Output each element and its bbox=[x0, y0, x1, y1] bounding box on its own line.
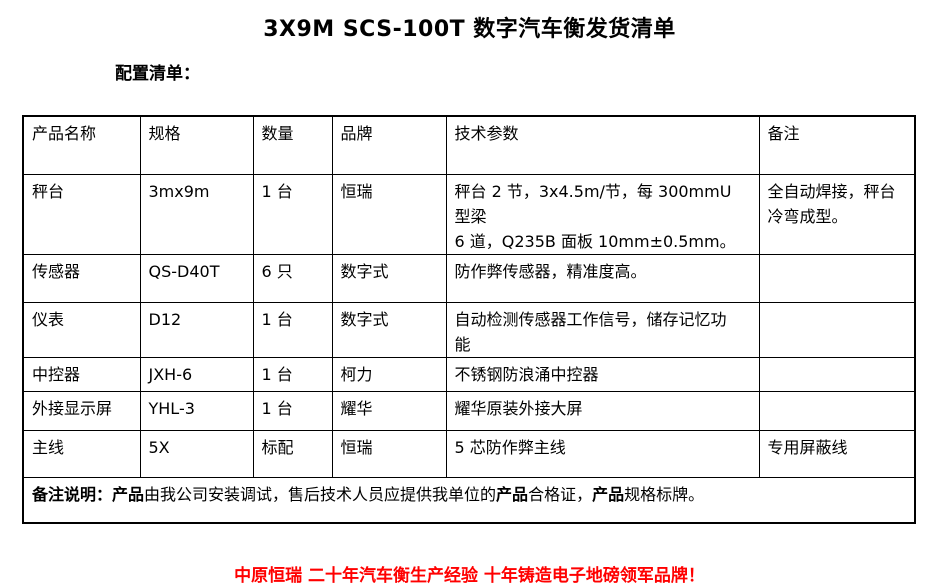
cell-qty: 1 台 bbox=[252, 301, 333, 358]
remark-text-3: 规格标牌。 bbox=[624, 484, 705, 504]
cell-note bbox=[758, 356, 916, 392]
cell-params: 秤台 2 节，3x4.5m/节，每 300mmU 型梁 6 道，Q235B 面板… bbox=[445, 173, 760, 255]
table-row-external-display: 外接显示屏 YHL-3 1 台 耀华 耀华原装外接大屏 bbox=[22, 390, 916, 431]
table-header-row: 产品名称 规格 数量 品牌 技术参数 备注 bbox=[22, 115, 916, 175]
document-page: 3X9M SCS-100T 数字汽车衡发货清单 配置清单： 产品名称 规格 数量… bbox=[0, 11, 939, 586]
cell-brand: 恒瑞 bbox=[331, 173, 447, 255]
cell-params: 不锈钢防浪涌中控器 bbox=[445, 356, 760, 392]
cell-product-name: 主线 bbox=[22, 429, 141, 478]
table-row-weighbridge: 秤台 3mx9m 1 台 恒瑞 秤台 2 节，3x4.5m/节，每 300mmU… bbox=[22, 173, 916, 255]
remark-label: 备注说明： bbox=[32, 484, 113, 504]
cell-qty: 1 台 bbox=[252, 173, 333, 255]
cell-qty: 1 台 bbox=[252, 390, 333, 431]
col-header-note: 备注 bbox=[758, 115, 916, 175]
cell-note: 专用屏蔽线 bbox=[758, 429, 916, 478]
table-row-indicator: 仪表 D12 1 台 数字式 自动检测传感器工作信号，储存记忆功 能 bbox=[22, 301, 916, 358]
cell-spec: D12 bbox=[139, 301, 254, 358]
cell-product-name: 秤台 bbox=[22, 173, 141, 255]
cell-brand: 耀华 bbox=[331, 390, 447, 431]
footer-slogan: 中原恒瑞 二十年汽车衡生产经验 十年铸造电子地磅领军品牌！ bbox=[234, 566, 705, 586]
cell-params: 防作弊传感器，精准度高。 bbox=[445, 253, 760, 303]
cell-spec: 5X bbox=[139, 429, 254, 478]
col-header-params: 技术参数 bbox=[445, 115, 760, 175]
remark-text-1: 由我公司安装调试，售后技术人员应提供我单位的 bbox=[144, 484, 497, 504]
cell-spec: 3mx9m bbox=[139, 173, 254, 255]
cell-params: 5 芯防作弊主线 bbox=[445, 429, 760, 478]
col-header-qty: 数量 bbox=[252, 115, 333, 175]
table-row-junction-controller: 中控器 JXH-6 1 台 柯力 不锈钢防浪涌中控器 bbox=[22, 356, 916, 392]
cell-note bbox=[758, 253, 916, 303]
col-header-product-name: 产品名称 bbox=[22, 115, 141, 175]
cell-product-name: 传感器 bbox=[22, 253, 141, 303]
table-row-remark: 备注说明：产品由我公司安装调试，售后技术人员应提供我单位的产品合格证，产品规格标… bbox=[22, 476, 916, 524]
config-list-label: 配置清单： bbox=[115, 64, 200, 84]
remark-cell: 备注说明：产品由我公司安装调试，售后技术人员应提供我单位的产品合格证，产品规格标… bbox=[22, 476, 916, 524]
cell-brand: 数字式 bbox=[331, 253, 447, 303]
table-row-sensor: 传感器 QS-D40T 6 只 数字式 防作弊传感器，精准度高。 bbox=[22, 253, 916, 303]
remark-bold-2: 产品 bbox=[496, 484, 529, 504]
cell-product-name: 中控器 bbox=[22, 356, 141, 392]
cell-qty: 1 台 bbox=[252, 356, 333, 392]
page-title: 3X9M SCS-100T 数字汽车衡发货清单 bbox=[263, 17, 676, 42]
remark-text-2: 合格证， bbox=[528, 484, 593, 504]
cell-brand: 恒瑞 bbox=[331, 429, 447, 478]
cell-brand: 数字式 bbox=[331, 301, 447, 358]
cell-note: 全自动焊接，秤台 冷弯成型。 bbox=[758, 173, 916, 255]
cell-spec: JXH-6 bbox=[139, 356, 254, 392]
cell-qty: 标配 bbox=[252, 429, 333, 478]
cell-qty: 6 只 bbox=[252, 253, 333, 303]
cell-brand: 柯力 bbox=[331, 356, 447, 392]
config-table: 产品名称 规格 数量 品牌 技术参数 备注 秤台 3mx9m 1 台 恒瑞 秤台… bbox=[22, 115, 916, 524]
cell-product-name: 外接显示屏 bbox=[22, 390, 141, 431]
cell-product-name: 仪表 bbox=[22, 301, 141, 358]
cell-params: 耀华原装外接大屏 bbox=[445, 390, 760, 431]
cell-note bbox=[758, 301, 916, 358]
cell-params: 自动检测传感器工作信号，储存记忆功 能 bbox=[445, 301, 760, 358]
table-row-main-cable: 主线 5X 标配 恒瑞 5 芯防作弊主线 专用屏蔽线 bbox=[22, 429, 916, 478]
cell-note bbox=[758, 390, 916, 431]
cell-spec: QS-D40T bbox=[139, 253, 254, 303]
remark-bold-1: 产品 bbox=[112, 484, 145, 504]
cell-spec: YHL-3 bbox=[139, 390, 254, 431]
col-header-brand: 品牌 bbox=[331, 115, 447, 175]
col-header-spec: 规格 bbox=[139, 115, 254, 175]
remark-bold-3: 产品 bbox=[592, 484, 625, 504]
